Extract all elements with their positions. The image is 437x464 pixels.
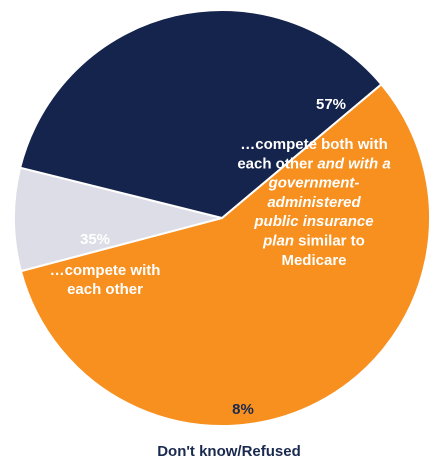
label-line: Medicare [281,252,346,269]
label-line: Don't know/Refused [157,443,301,460]
label-segment: plan [262,233,294,250]
label-line: government- [268,175,360,192]
label-segment: each other [237,155,317,172]
slice-orange [19,82,431,427]
label-line: each other and with a [237,155,390,172]
label-segment: each other [67,281,143,298]
label-segment: administered [267,194,361,211]
label-segment: Don't know/Refused [157,443,301,460]
label-segment: government- [268,175,360,192]
slice-gray [13,166,223,273]
label-line: administered [267,194,361,211]
pie-slices [13,9,431,427]
label-line: each other [67,281,143,298]
label-segment: similar to [294,233,365,250]
label-line: …compete with [50,262,161,279]
label-segment: …compete both with [240,136,388,153]
slice-orange-label: …compete both with each other and with a g… [237,136,390,269]
label-segment: Medicare [281,252,346,269]
label-line: public insurance [253,213,373,230]
label-line: plan similar to [262,233,365,250]
slice-navy [18,9,383,220]
slice-gray-value: 8% [232,401,254,418]
label-segment: public insurance [253,213,373,230]
slice-orange-value: 57% [316,96,346,113]
slice-navy-label: …compete with each other [50,262,161,298]
slice-navy-value: 35% [80,231,110,248]
label-segment: and with a [317,155,390,172]
label-segment: …compete with [50,262,161,279]
slice-gray-label: Don't know/Refused [157,443,301,460]
label-line: …compete both with [240,136,388,153]
